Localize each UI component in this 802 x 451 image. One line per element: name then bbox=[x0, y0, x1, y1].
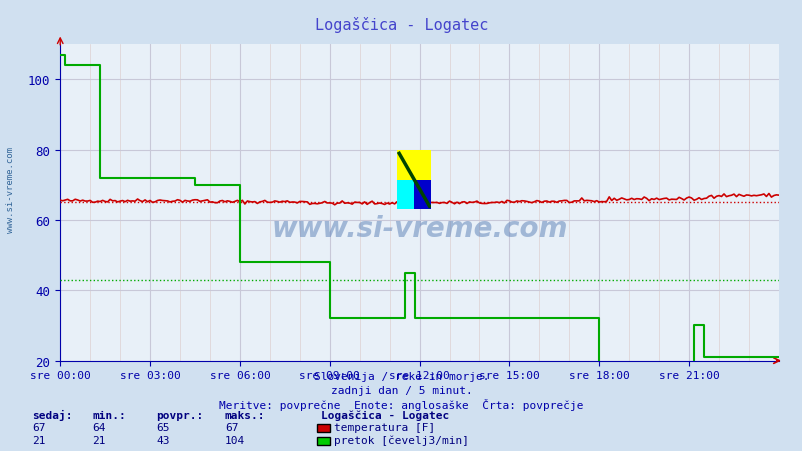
Bar bbox=[414, 180, 431, 210]
Text: 21: 21 bbox=[92, 435, 106, 445]
Text: temperatura [F]: temperatura [F] bbox=[334, 422, 435, 432]
Text: maks.:: maks.: bbox=[225, 410, 265, 420]
Bar bbox=[397, 151, 431, 180]
Text: povpr.:: povpr.: bbox=[156, 410, 204, 420]
Text: pretok [čevelj3/min]: pretok [čevelj3/min] bbox=[334, 434, 468, 445]
Text: Meritve: povprečne  Enote: anglosaške  Črta: povprečje: Meritve: povprečne Enote: anglosaške Črt… bbox=[219, 398, 583, 410]
Text: 43: 43 bbox=[156, 435, 170, 445]
Text: 67: 67 bbox=[225, 422, 238, 432]
Text: sedaj:: sedaj: bbox=[32, 410, 72, 420]
Text: 67: 67 bbox=[32, 422, 46, 432]
Bar bbox=[397, 180, 414, 210]
Text: Logaščica - Logatec: Logaščica - Logatec bbox=[321, 410, 449, 420]
Text: Slovenija / reke in morje.: Slovenija / reke in morje. bbox=[314, 372, 488, 382]
Text: 65: 65 bbox=[156, 422, 170, 432]
Text: Logaščica - Logatec: Logaščica - Logatec bbox=[314, 17, 488, 33]
Text: www.si-vreme.com: www.si-vreme.com bbox=[6, 147, 15, 232]
Text: min.:: min.: bbox=[92, 410, 126, 420]
Text: www.si-vreme.com: www.si-vreme.com bbox=[271, 214, 567, 242]
Text: 21: 21 bbox=[32, 435, 46, 445]
Text: zadnji dan / 5 minut.: zadnji dan / 5 minut. bbox=[330, 385, 472, 395]
Text: 64: 64 bbox=[92, 422, 106, 432]
Text: 104: 104 bbox=[225, 435, 245, 445]
